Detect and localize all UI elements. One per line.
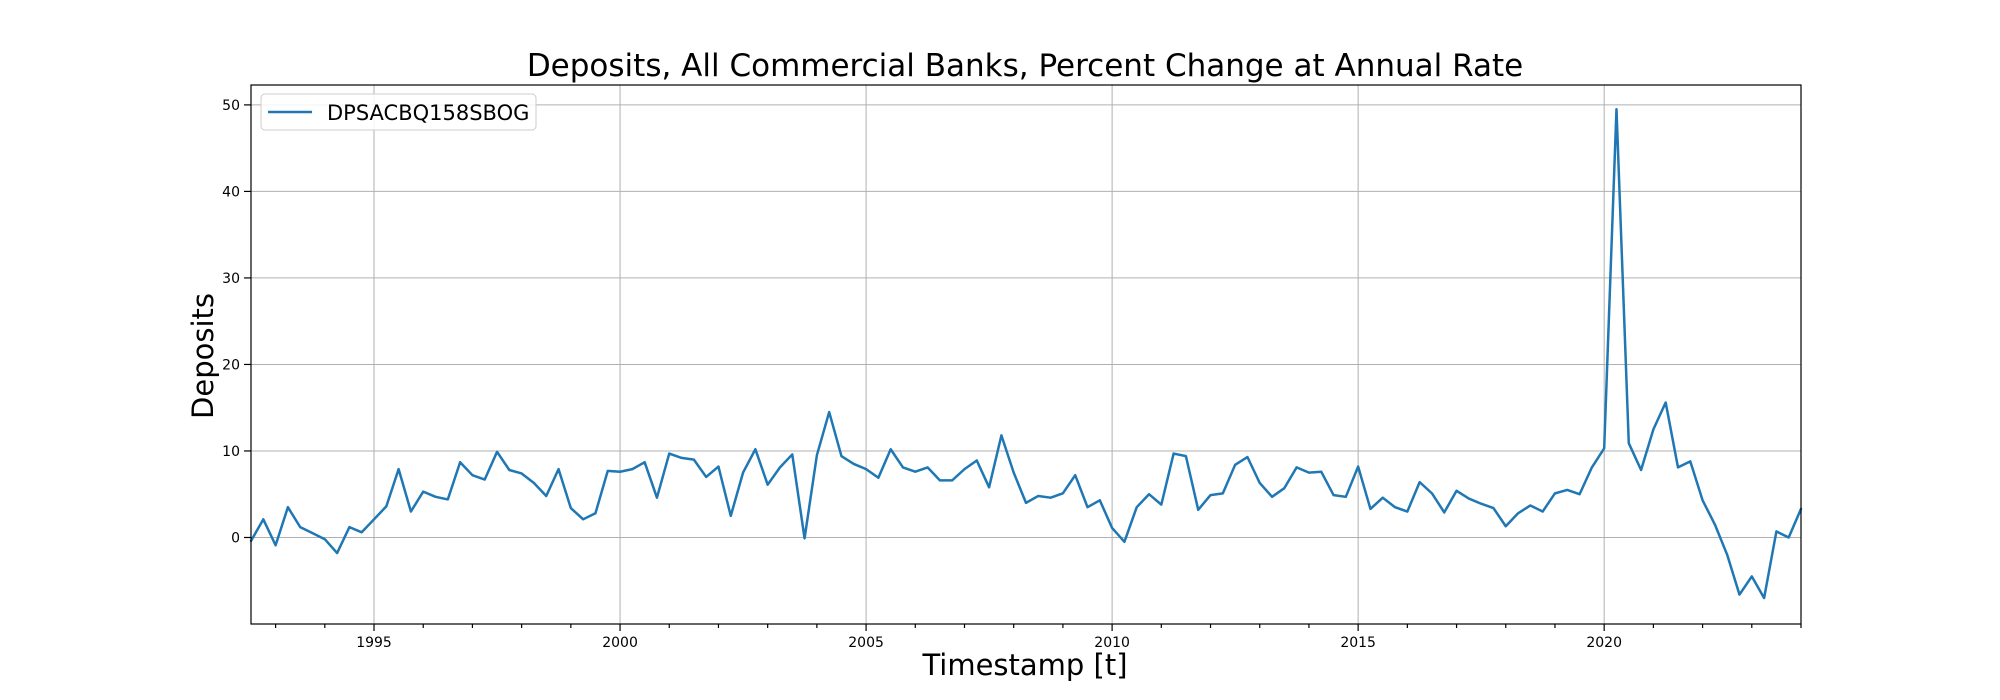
y-tick-label: 10: [222, 444, 240, 460]
x-tick-label: 2010: [1094, 635, 1130, 651]
y-tick-label: 0: [231, 530, 240, 546]
x-tick-label: 2000: [602, 635, 638, 651]
series-line: [249, 107, 1803, 600]
x-tick-label: 2005: [848, 635, 884, 651]
y-tick-label: 20: [222, 357, 240, 373]
x-tick-label: 1995: [356, 635, 392, 651]
y-axis: 0 10 20 30 40 50: [222, 98, 251, 546]
plot-frame: [250, 84, 1802, 625]
y-tick-label: 40: [222, 184, 240, 200]
x-tick-label: 2015: [1340, 635, 1376, 651]
y-tick-label: 30: [222, 271, 240, 287]
x-tick-label: 2020: [1586, 635, 1622, 651]
legend: DPSACBQ158SBOG: [260, 93, 537, 131]
series-layer: [249, 107, 1803, 600]
grid: [251, 85, 1801, 624]
y-axis-label: Deposits: [186, 293, 220, 419]
x-axis: 1995 2000 2005 2010 2015 2020: [275, 624, 1802, 651]
legend-label: DPSACBQ158SBOG: [327, 101, 529, 125]
x-axis-label: Timestamp [t]: [921, 648, 1127, 682]
legend-box: [260, 93, 537, 131]
chart-title: Deposits, All Commercial Banks, Percent …: [527, 48, 1523, 84]
y-tick-label: 50: [222, 98, 240, 114]
